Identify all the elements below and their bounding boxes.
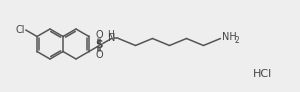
Text: O: O (96, 51, 103, 61)
Text: O: O (96, 31, 103, 40)
Text: N: N (108, 33, 115, 44)
Text: HCl: HCl (254, 69, 273, 79)
Text: 2: 2 (235, 36, 239, 45)
Text: Cl: Cl (15, 25, 25, 35)
Text: S: S (96, 40, 103, 51)
Text: H: H (107, 30, 114, 39)
Text: NH: NH (223, 32, 237, 43)
